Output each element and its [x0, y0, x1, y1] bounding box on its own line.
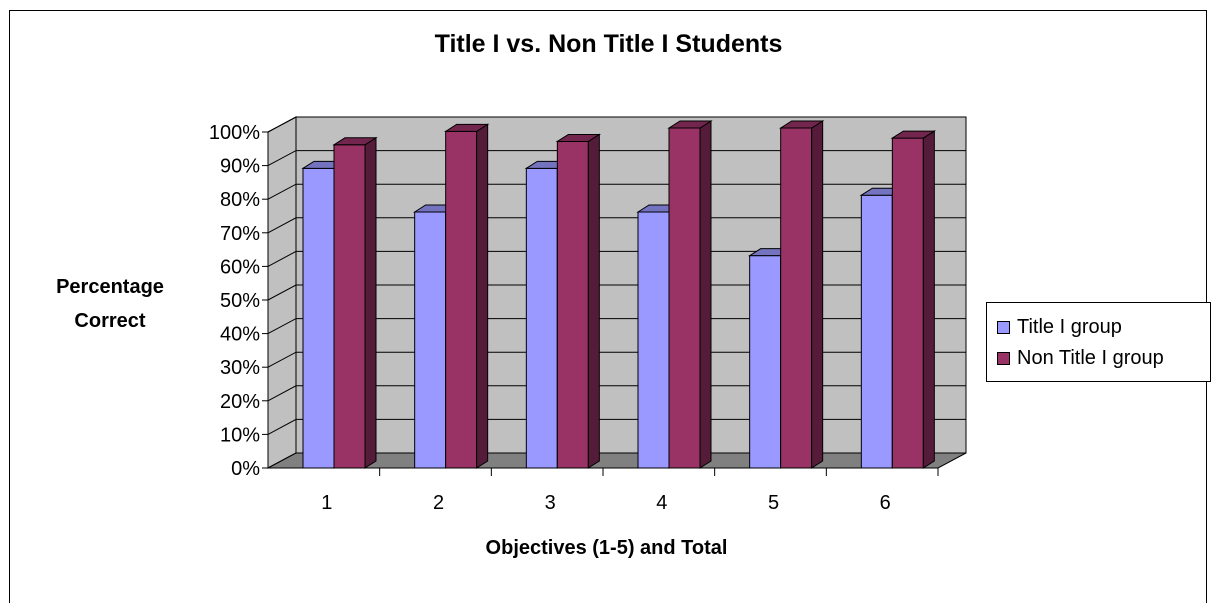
bar-non-title-i-front: [781, 128, 812, 468]
y-tick-label: 10%: [220, 424, 260, 446]
bar-non-title-i-side: [588, 134, 599, 468]
x-tick-label: 4: [656, 492, 667, 514]
legend-label-title-i: Title I group: [1017, 316, 1122, 339]
bar-non-title-i-front: [334, 145, 365, 468]
legend: Title I group Non Title I group: [986, 302, 1211, 382]
legend-label-non-title-i: Non Title I group: [1017, 347, 1164, 370]
x-tick-label: 2: [433, 492, 444, 514]
y-tick-label: 20%: [220, 391, 260, 413]
y-tick-label: 50%: [220, 290, 260, 312]
x-tick-label: 6: [880, 492, 891, 514]
legend-swatch-non-title-i: [997, 352, 1010, 365]
legend-item-non-title-i: Non Title I group: [997, 346, 1164, 370]
bar-non-title-i-front: [446, 131, 477, 468]
y-tick-label: 60%: [220, 256, 260, 278]
y-tick-label: 0%: [231, 458, 260, 480]
y-tick-label: 40%: [220, 324, 260, 346]
bar-title-i-front: [415, 212, 446, 468]
y-tick-label: 70%: [220, 223, 260, 245]
bar-non-title-i-side: [923, 131, 934, 468]
legend-item-title-i: Title I group: [997, 315, 1122, 339]
bar-non-title-i-front: [892, 138, 923, 468]
bar-title-i-front: [861, 195, 892, 468]
y-tick-label: 90%: [220, 156, 260, 178]
y-tick-label: 80%: [220, 189, 260, 211]
bar-non-title-i-side: [700, 121, 711, 468]
bar-non-title-i-side: [812, 121, 823, 468]
x-tick-label: 5: [768, 492, 779, 514]
bar-title-i-front: [638, 212, 669, 468]
x-tick-label: 1: [321, 492, 332, 514]
bar-title-i-front: [526, 168, 557, 468]
y-tick-label: 100%: [209, 122, 260, 144]
x-tick-label: 3: [545, 492, 556, 514]
legend-swatch-title-i: [997, 321, 1010, 334]
bar-non-title-i-front: [557, 141, 588, 468]
bar-non-title-i-side: [477, 124, 488, 468]
y-tick-label: 30%: [220, 357, 260, 379]
bar-non-title-i-front: [669, 128, 700, 468]
bar-title-i-front: [303, 168, 334, 468]
bar-title-i-front: [750, 256, 781, 468]
bar-non-title-i-side: [365, 138, 376, 468]
